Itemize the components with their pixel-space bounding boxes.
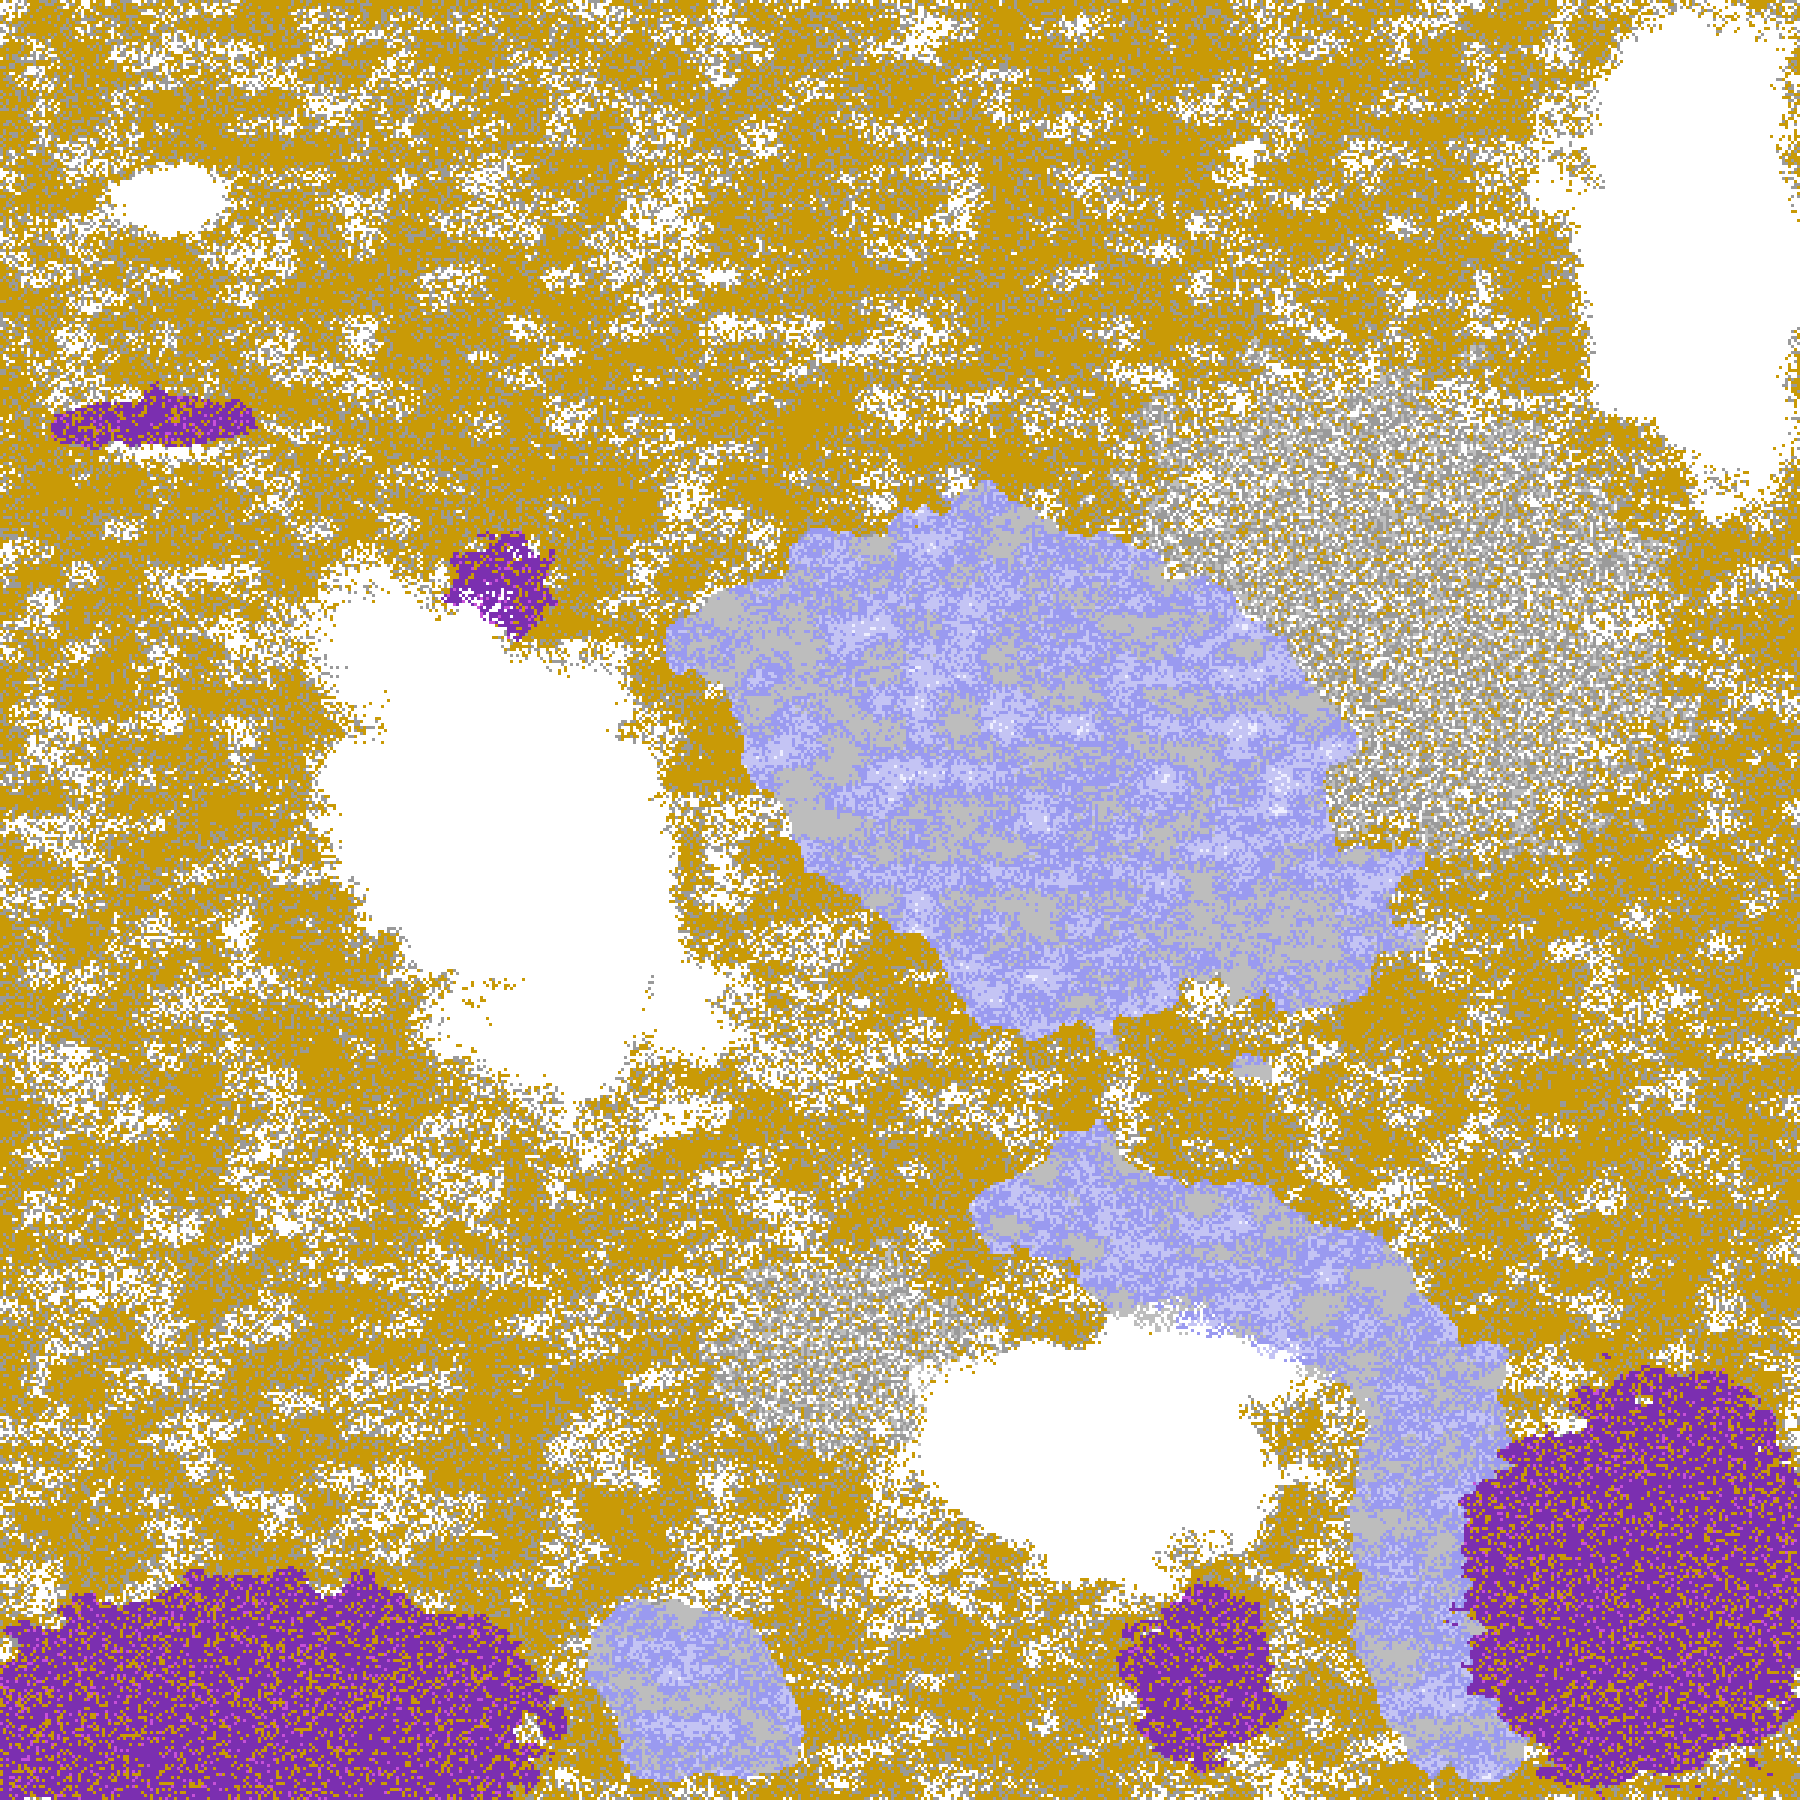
satellite-map: [0, 0, 1800, 1800]
cloud-classification-image: [0, 0, 1800, 1800]
